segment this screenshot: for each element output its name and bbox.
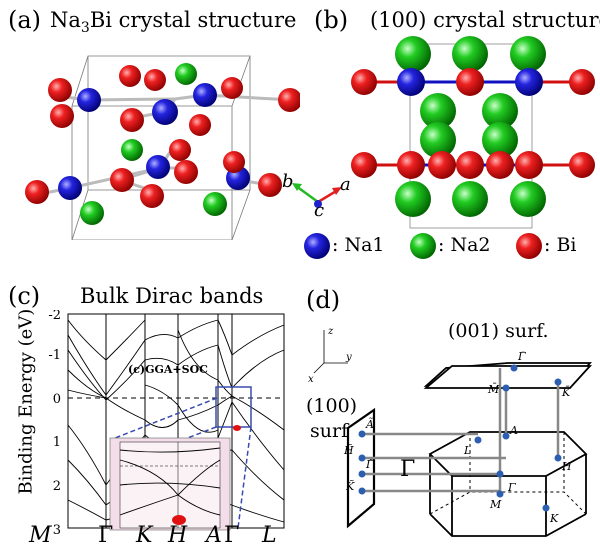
surface-001-plane bbox=[423, 365, 593, 389]
label-m-bar: M̄ bbox=[487, 383, 500, 396]
surface-001-label: (001) surf. bbox=[448, 320, 549, 342]
y-tick: -1 bbox=[48, 348, 61, 363]
label-k-tilde: K̃ bbox=[345, 480, 355, 493]
label-L: L bbox=[463, 444, 471, 457]
inset-zoom bbox=[109, 437, 231, 531]
row-atoms bbox=[351, 68, 595, 179]
panel-a-letter: (a) bbox=[8, 6, 42, 34]
label-H: H bbox=[561, 460, 572, 473]
label-Gamma: Γ bbox=[507, 481, 516, 494]
panel-a-title-pre: Na bbox=[50, 8, 81, 32]
axis-label-a: a bbox=[340, 174, 351, 195]
legend: : Na1 : Na2 : Bi bbox=[298, 228, 598, 262]
label-h-tilde: H̃ bbox=[343, 444, 354, 457]
bz-axis-y: y bbox=[345, 352, 352, 363]
high-symmetry-points bbox=[358, 364, 562, 512]
x-tick-H: H bbox=[168, 523, 188, 548]
surface-100-label-1: (100) bbox=[306, 395, 358, 417]
band-structure-plot: -2 -1 0 1 2 3 (c)GGA+SOC bbox=[48, 310, 285, 538]
label-k-bar: K̄ bbox=[561, 386, 571, 399]
panel-c-title: Bulk Dirac bands bbox=[80, 284, 264, 308]
label-K: K bbox=[549, 512, 559, 525]
y-tick: -2 bbox=[48, 310, 61, 323]
y-tick-labels: -2 -1 0 1 2 3 bbox=[48, 310, 61, 538]
crystal-axes-triad bbox=[292, 183, 342, 208]
bz-axis-z: z bbox=[327, 326, 334, 337]
label-gamma-tilde: Γ̃ bbox=[365, 458, 374, 471]
x-tick-L: L bbox=[262, 523, 277, 548]
label-M: M bbox=[489, 498, 502, 511]
y-tick: 2 bbox=[53, 479, 61, 494]
x-tick-Gamma-2: Γ bbox=[224, 523, 240, 548]
label-A: A bbox=[509, 424, 518, 437]
y-tick: 1 bbox=[53, 435, 61, 450]
atoms bbox=[25, 63, 300, 225]
y-tick: 3 bbox=[53, 523, 61, 538]
surface-100-label-2: surf. bbox=[310, 420, 354, 442]
panel-c-letter: (c) bbox=[8, 282, 41, 310]
panel-a-title-post: Bi crystal structure bbox=[89, 8, 297, 32]
legend-bi-label: : Bi bbox=[544, 234, 577, 256]
axis-label-c: c bbox=[314, 200, 325, 221]
blue-sphere-icon bbox=[304, 233, 330, 259]
brillouin-zone-diagram: z y x Γ̄ M̄ K̄ Ã H̃ Γ̃ bbox=[308, 326, 593, 537]
bz-axes bbox=[313, 330, 348, 374]
x-tick-K: K bbox=[136, 523, 153, 548]
panel-b-structure bbox=[351, 36, 595, 229]
green-sphere-icon bbox=[410, 233, 436, 259]
panel-b-title: (100) crystal structure bbox=[370, 8, 600, 32]
surface-100-plane bbox=[346, 407, 376, 529]
x-tick-A: A bbox=[206, 523, 222, 548]
label-gamma-bar: Γ̄ bbox=[517, 350, 526, 363]
panel-b-letter: (b) bbox=[314, 6, 349, 34]
panel-a-title-sub: 3 bbox=[80, 20, 90, 37]
y-tick: 0 bbox=[53, 392, 61, 407]
na2-atoms bbox=[395, 36, 546, 217]
red-sphere-icon bbox=[516, 233, 542, 259]
axis-label-b: b bbox=[282, 171, 294, 192]
bz-axis-x: x bbox=[308, 374, 314, 385]
x-tick-M: M bbox=[29, 523, 52, 548]
legend-na1-label: : Na1 bbox=[332, 234, 385, 256]
legend-na2-label: : Na2 bbox=[438, 234, 491, 256]
label-a-tilde: Ã bbox=[365, 417, 374, 431]
gga-soc-label: (c)GGA+SOC bbox=[128, 363, 208, 376]
x-tick-Gamma: Γ bbox=[98, 523, 114, 548]
panel-a-structure bbox=[25, 55, 300, 240]
panel-d-letter: (d) bbox=[306, 286, 341, 314]
label-big-gamma: Γ bbox=[400, 457, 415, 482]
panel-a-title: Na3Bi crystal structure bbox=[50, 8, 296, 36]
